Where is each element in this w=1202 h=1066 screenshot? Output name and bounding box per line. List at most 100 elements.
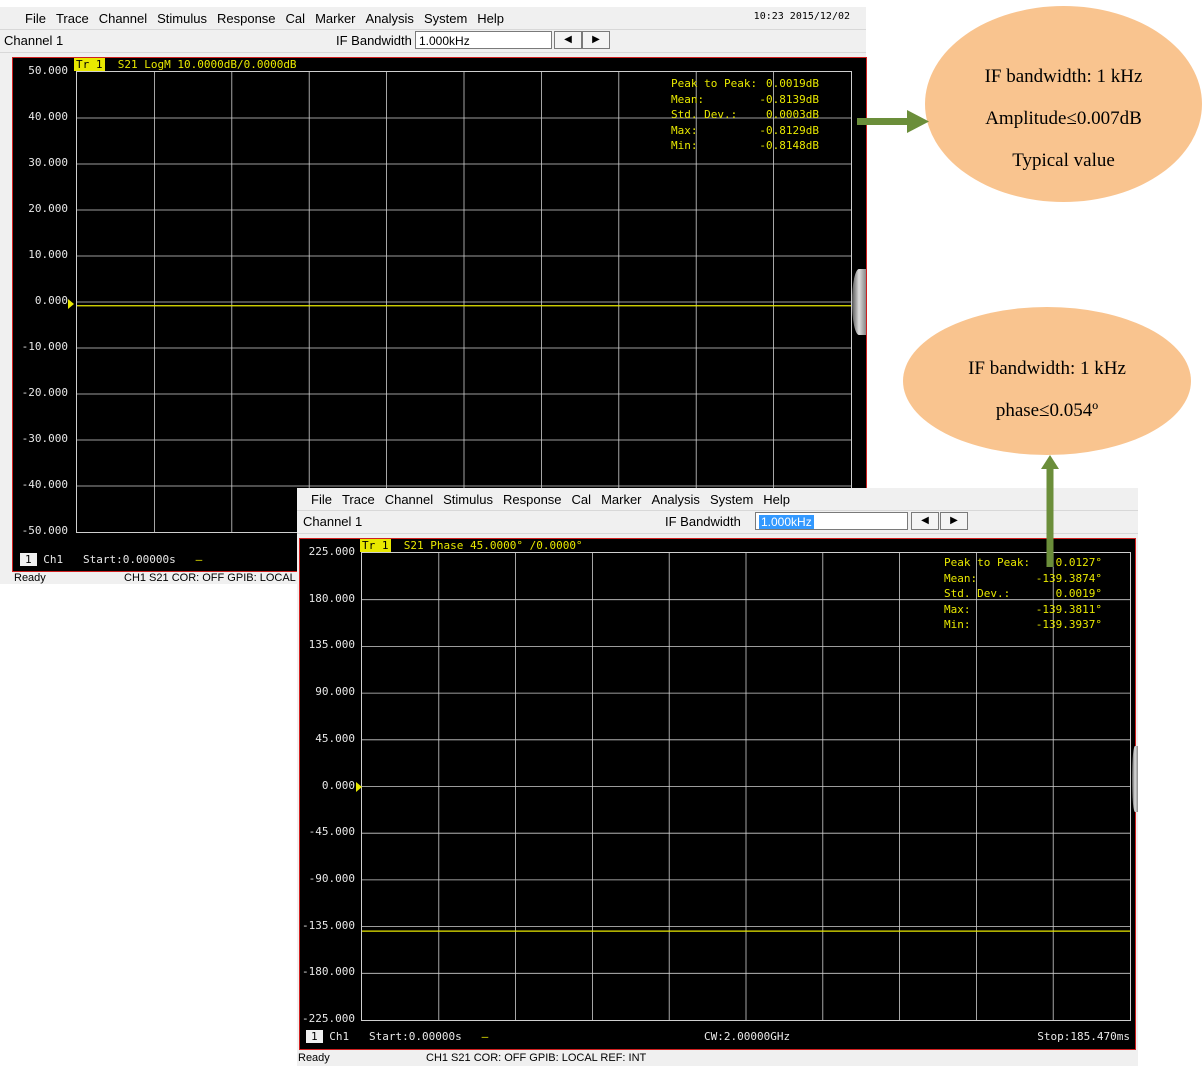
y-tick-label: 90.000 (315, 685, 355, 699)
analyzer-window-amplitude: File Trace Channel Stimulus Response Cal… (0, 7, 867, 584)
y-tick-label: 0.000 (34, 294, 68, 307)
trace-label: Tr 1 S21 LogM 10.0000dB/0.0000dB (74, 58, 297, 71)
start-value: Start:0.00000s (369, 1030, 462, 1043)
clock: 10:23 2015/12/02 (753, 11, 850, 22)
annotation-line-2: phase≤0.054º (995, 400, 1099, 421)
knob-icon[interactable] (852, 269, 866, 335)
stat-mean: Mean: -0.8139dB (671, 92, 819, 106)
knob-icon[interactable] (1132, 746, 1138, 812)
channel-name: Ch1 (329, 1030, 350, 1043)
analyzer-window-phase: File Trace Channel Stimulus Response Cal… (297, 488, 1138, 1066)
trace-badge[interactable]: Tr 1 (74, 58, 105, 71)
y-tick-label: -45.000 (308, 825, 355, 839)
menu-analysis[interactable]: Analysis (651, 491, 700, 507)
stat-std-dev: Std. Dev.: 0.0003dB (671, 108, 819, 121)
menu-cal[interactable]: Cal (571, 491, 592, 507)
menu-file[interactable]: File (311, 491, 332, 507)
stop-value: Stop:185.470ms (1037, 1030, 1130, 1043)
reference-marker-icon[interactable] (68, 299, 74, 309)
dash: — (195, 553, 203, 566)
menu-system[interactable]: System (709, 491, 754, 507)
toolbar: Channel 1 IF Bandwidth 1.000kHz ◀ ▶ (0, 29, 866, 53)
triangle-right-icon: ▶ (592, 34, 600, 45)
stat-mean: Mean: -139.3874° (944, 571, 1102, 585)
y-tick-label: -180.000 (302, 965, 355, 979)
menu-analysis[interactable]: Analysis (365, 10, 414, 26)
menu-response[interactable]: Response (217, 10, 276, 26)
menu-marker[interactable]: Marker (315, 10, 356, 26)
menu-trace[interactable]: Trace (55, 10, 89, 26)
y-tick-label: -135.000 (302, 918, 355, 932)
menu-system[interactable]: System (423, 10, 468, 26)
channel-label: Channel 1 (303, 514, 363, 529)
channel-name: Ch1 (43, 553, 64, 566)
annotation-line-2: Amplitude≤0.007dB (985, 108, 1142, 129)
plot-grid[interactable]: Peak to Peak: 0.0019dB Mean: -0.8139dB Std… (76, 71, 852, 533)
dash: — (481, 1030, 489, 1043)
menu-channel[interactable]: Channel (98, 10, 148, 26)
menu-marker[interactable]: Marker (601, 491, 642, 507)
stat-std-dev: Std. Dev.: 0.0019° (944, 587, 1102, 600)
y-tick-label: 50.000 (28, 64, 68, 77)
amplitude-annotation-bubble: IF bandwidth: 1 kHz Amplitude≤0.007dB Ty… (925, 6, 1202, 202)
cw-frequency: CW:2.00000GHz (704, 1030, 791, 1043)
menu-bar: File Trace Channel Stimulus Response Cal… (0, 7, 866, 29)
y-tick-label: -30.000 (21, 432, 68, 445)
y-tick-label: -20.000 (21, 386, 68, 399)
y-tick-label: 45.000 (315, 731, 355, 745)
arrow-right-icon (857, 110, 929, 133)
toolbar: Channel 1 IF Bandwidth 1.000kHz ◀ ▶ (297, 510, 1138, 534)
y-tick-label: -10.000 (21, 340, 68, 353)
statistics-box: Peak to Peak: 0.0019dB Mean: -0.8139dB Std… (671, 76, 819, 154)
if-bandwidth-label: IF Bandwidth (336, 33, 412, 48)
channel-badge[interactable]: 1 (20, 553, 37, 566)
phase-annotation-bubble: IF bandwidth: 1 kHz phase≤0.054º (903, 307, 1191, 455)
if-bandwidth-input[interactable]: 1.000kHz (415, 31, 552, 49)
plot-grid[interactable]: Peak to Peak: 0.0127° Mean: -139.3874° Std… (361, 552, 1131, 1021)
if-bandwidth-value-selected: 1.000kHz (759, 515, 814, 529)
y-tick-label: 225.000 (308, 545, 355, 558)
menu-cal[interactable]: Cal (285, 10, 306, 26)
y-tick-label: 135.000 (308, 638, 355, 652)
channel-badge[interactable]: 1 (306, 1030, 323, 1043)
trace-label: Tr 1 S21 Phase 45.0000° /0.0000° (360, 539, 583, 552)
status-info: CH1 S21 COR: OFF GPIB: LOCAL (124, 572, 296, 584)
stat-peak-to-peak: Peak to Peak: 0.0127° (944, 556, 1102, 569)
menu-help[interactable]: Help (477, 10, 505, 26)
menu-stimulus[interactable]: Stimulus (157, 10, 207, 26)
y-tick-label: 40.000 (28, 110, 68, 123)
menu-file[interactable]: File (25, 10, 46, 26)
menu-channel[interactable]: Channel (384, 491, 434, 507)
if-bandwidth-decrement-button[interactable]: ◀ (554, 31, 582, 49)
reference-marker-icon[interactable] (356, 782, 362, 792)
triangle-right-icon: ▶ (950, 515, 958, 526)
trace-format: S21 LogM 10.0000dB/0.0000dB (117, 58, 297, 71)
start-value: Start:0.00000s (83, 553, 176, 566)
if-bandwidth-decrement-button[interactable]: ◀ (911, 512, 939, 530)
menu-response[interactable]: Response (503, 491, 562, 507)
if-bandwidth-label: IF Bandwidth (665, 514, 741, 529)
if-bandwidth-input[interactable]: 1.000kHz (755, 512, 908, 530)
channel-footer: 1 Ch1 Start:0.00000s — CW:2.00000GHz Sto… (306, 1030, 1130, 1043)
if-bandwidth-increment-button[interactable]: ▶ (940, 512, 968, 530)
trace-badge[interactable]: Tr 1 (360, 539, 391, 552)
stat-min: Min: -0.8148dB (671, 139, 819, 152)
triangle-left-icon: ◀ (921, 515, 929, 526)
y-tick-label: 30.000 (28, 156, 68, 169)
y-tick-label: -50.000 (21, 524, 68, 537)
status-ready: Ready (14, 572, 46, 584)
stat-peak-to-peak: Peak to Peak: 0.0019dB (671, 77, 819, 90)
trace-panel: Tr 1 S21 LogM 10.0000dB/0.0000dB Peak to… (12, 57, 867, 572)
menu-help[interactable]: Help (763, 491, 791, 507)
y-tick-label: 10.000 (28, 248, 68, 261)
annotation-line-1: IF bandwidth: 1 kHz (968, 358, 1126, 379)
menu-trace[interactable]: Trace (341, 491, 375, 507)
menu-stimulus[interactable]: Stimulus (443, 491, 493, 507)
trace-format: S21 Phase 45.0000° /0.0000° (403, 539, 583, 552)
if-bandwidth-increment-button[interactable]: ▶ (582, 31, 610, 49)
status-bar: Ready CH1 S21 COR: OFF GPIB: LOCAL (14, 572, 296, 584)
trace-panel: Tr 1 S21 Phase 45.0000° /0.0000° Peak to… (299, 538, 1136, 1050)
stat-max: Max: -0.8129dB (671, 123, 819, 137)
annotation-line-1: IF bandwidth: 1 kHz (984, 66, 1143, 87)
y-tick-label: 0.000 (321, 778, 355, 792)
